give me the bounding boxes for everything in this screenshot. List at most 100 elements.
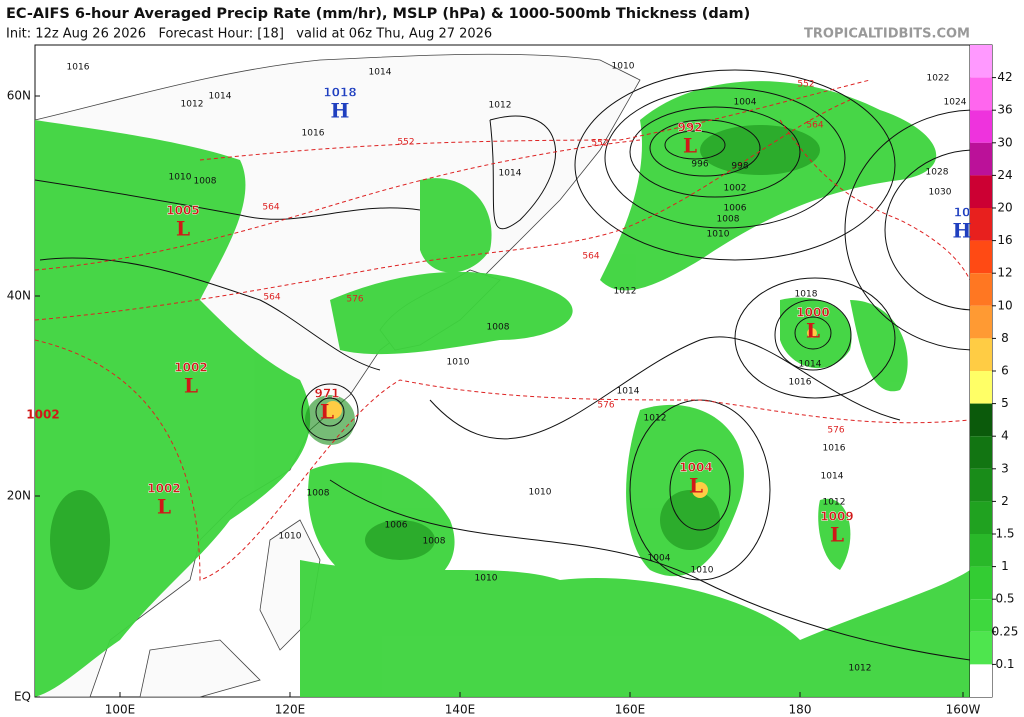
isobar-label: 1016 <box>823 444 846 454</box>
precip-area <box>330 271 573 355</box>
precip-area <box>818 498 851 570</box>
lon-label: 180 <box>789 703 812 717</box>
isobar-label: 1012 <box>181 100 204 110</box>
colorbar-label: 0.25 <box>992 624 1019 638</box>
precip-max <box>692 482 708 498</box>
lon-label: 140E <box>445 703 476 717</box>
colorbar-label: 30 <box>997 135 1012 149</box>
isobar-label: 1022 <box>927 74 950 84</box>
thickness-label: 564 <box>806 121 823 131</box>
center-pressure: 1000 <box>796 306 829 320</box>
isobar-label: 1012 <box>614 287 637 297</box>
center-pressure: 1002 <box>26 408 59 422</box>
colorbar-segment <box>970 142 992 176</box>
center-pressure: 971 <box>314 387 339 401</box>
center-pressure: 1002 <box>174 361 207 375</box>
colorbar-label: 36 <box>997 103 1012 117</box>
lon-label: 100E <box>105 703 136 717</box>
lat-label: EQ <box>14 690 31 704</box>
colorbar-label: 0.1 <box>995 657 1014 671</box>
colorbar-segment <box>970 273 992 306</box>
center-type: H <box>953 219 972 243</box>
center-type: L <box>176 217 190 241</box>
colorbar-label: 24 <box>997 168 1012 182</box>
isobar-label: 1016 <box>789 378 812 388</box>
colorbar-label: 3 <box>1001 461 1009 475</box>
subtitle: Init: 12z Aug 26 2026 Forecast Hour: [18… <box>6 27 492 42</box>
colorbar-segment <box>970 599 992 632</box>
isobar-label: 998 <box>731 162 748 172</box>
isobar-label: 1014 <box>209 92 232 102</box>
colorbar-segment <box>970 77 992 111</box>
colorbar-segment <box>970 501 992 534</box>
isobar-label: 1014 <box>499 169 522 179</box>
isobar-label: 1008 <box>194 177 217 187</box>
center-pressure: 1009 <box>820 510 853 524</box>
precip-core <box>660 490 720 550</box>
colorbar-segment <box>970 534 992 567</box>
lon-label: 160E <box>615 703 646 717</box>
isobar-label: 1016 <box>302 129 325 139</box>
center-pressure: 1018 <box>323 86 356 100</box>
isobars <box>35 69 970 661</box>
center-pressure: 10 <box>954 206 971 220</box>
isobar-label: 1010 <box>447 358 470 368</box>
precip-max <box>807 328 817 338</box>
isobar-label: 1010 <box>707 230 730 240</box>
colorbar-segment <box>970 664 992 697</box>
map-content <box>35 53 970 697</box>
colorbar-segment <box>970 371 992 404</box>
thickness-label: 576 <box>597 401 614 411</box>
lon-label: 160W <box>946 703 981 717</box>
precip-core <box>50 490 110 590</box>
thickness-label: 564 <box>262 203 279 213</box>
center-type: L <box>157 495 171 519</box>
colorbar-segment <box>970 566 992 600</box>
isobar-label: 1016 <box>67 63 90 73</box>
isobar-label: 1010 <box>529 488 552 498</box>
colorbar-label: 0.5 <box>995 592 1014 606</box>
lat-label: 40N <box>7 289 31 303</box>
precip-max <box>324 401 342 419</box>
colorbar-label: 6 <box>1001 364 1009 378</box>
isobar-label: 1028 <box>926 168 949 178</box>
colorbar-label: 1 <box>1001 559 1009 573</box>
colorbar-segment <box>970 631 992 665</box>
colorbar-label: 16 <box>997 233 1012 247</box>
isobar-label: 1012 <box>644 414 667 424</box>
isobar-label: 1014 <box>369 68 392 78</box>
colorbar-label: 42 <box>997 70 1012 84</box>
colorbar-label: 20 <box>997 201 1012 215</box>
colorbar-segment <box>970 468 992 502</box>
precip-area <box>600 81 937 291</box>
colorbar-segment <box>970 208 992 241</box>
isobar-label: 996 <box>691 160 708 170</box>
isobar-label: 1014 <box>821 472 844 482</box>
isobar-label: 1004 <box>734 98 757 108</box>
center-type: L <box>683 134 697 158</box>
center-pressure: 1004 <box>679 461 712 475</box>
lon-label: 120E <box>275 703 306 717</box>
lat-label: 20N <box>7 489 31 503</box>
precip-area <box>300 560 970 697</box>
center-type: L <box>689 474 703 498</box>
isobar-label: 1012 <box>489 101 512 111</box>
colorbar: 42 36 30 24 20 16 12 10 8 6 5 4 3 2 1.5 1 0.5 0.25 0.1 <box>969 44 1019 698</box>
thickness-label: 564 <box>582 252 599 262</box>
isobar-label: 1014 <box>617 387 640 397</box>
thickness-label: 564 <box>263 293 280 303</box>
source: TROPICALTIDBITS.COM <box>804 27 970 42</box>
isobar-label: 1006 <box>385 521 408 531</box>
colorbar-segment <box>970 240 992 274</box>
thickness-label: 576 <box>827 426 844 436</box>
isobar-label: 1008 <box>487 323 510 333</box>
isobar-label: 1010 <box>612 62 635 72</box>
isobar-label: 1010 <box>475 574 498 584</box>
isobar-label: 1004 <box>648 554 671 564</box>
center-pressure: 1005 <box>166 204 199 218</box>
lat-label: 60N <box>7 89 31 103</box>
colorbar-label: 2 <box>1001 494 1009 508</box>
colorbar-label: 4 <box>1001 429 1009 443</box>
center-type: L <box>806 319 820 343</box>
